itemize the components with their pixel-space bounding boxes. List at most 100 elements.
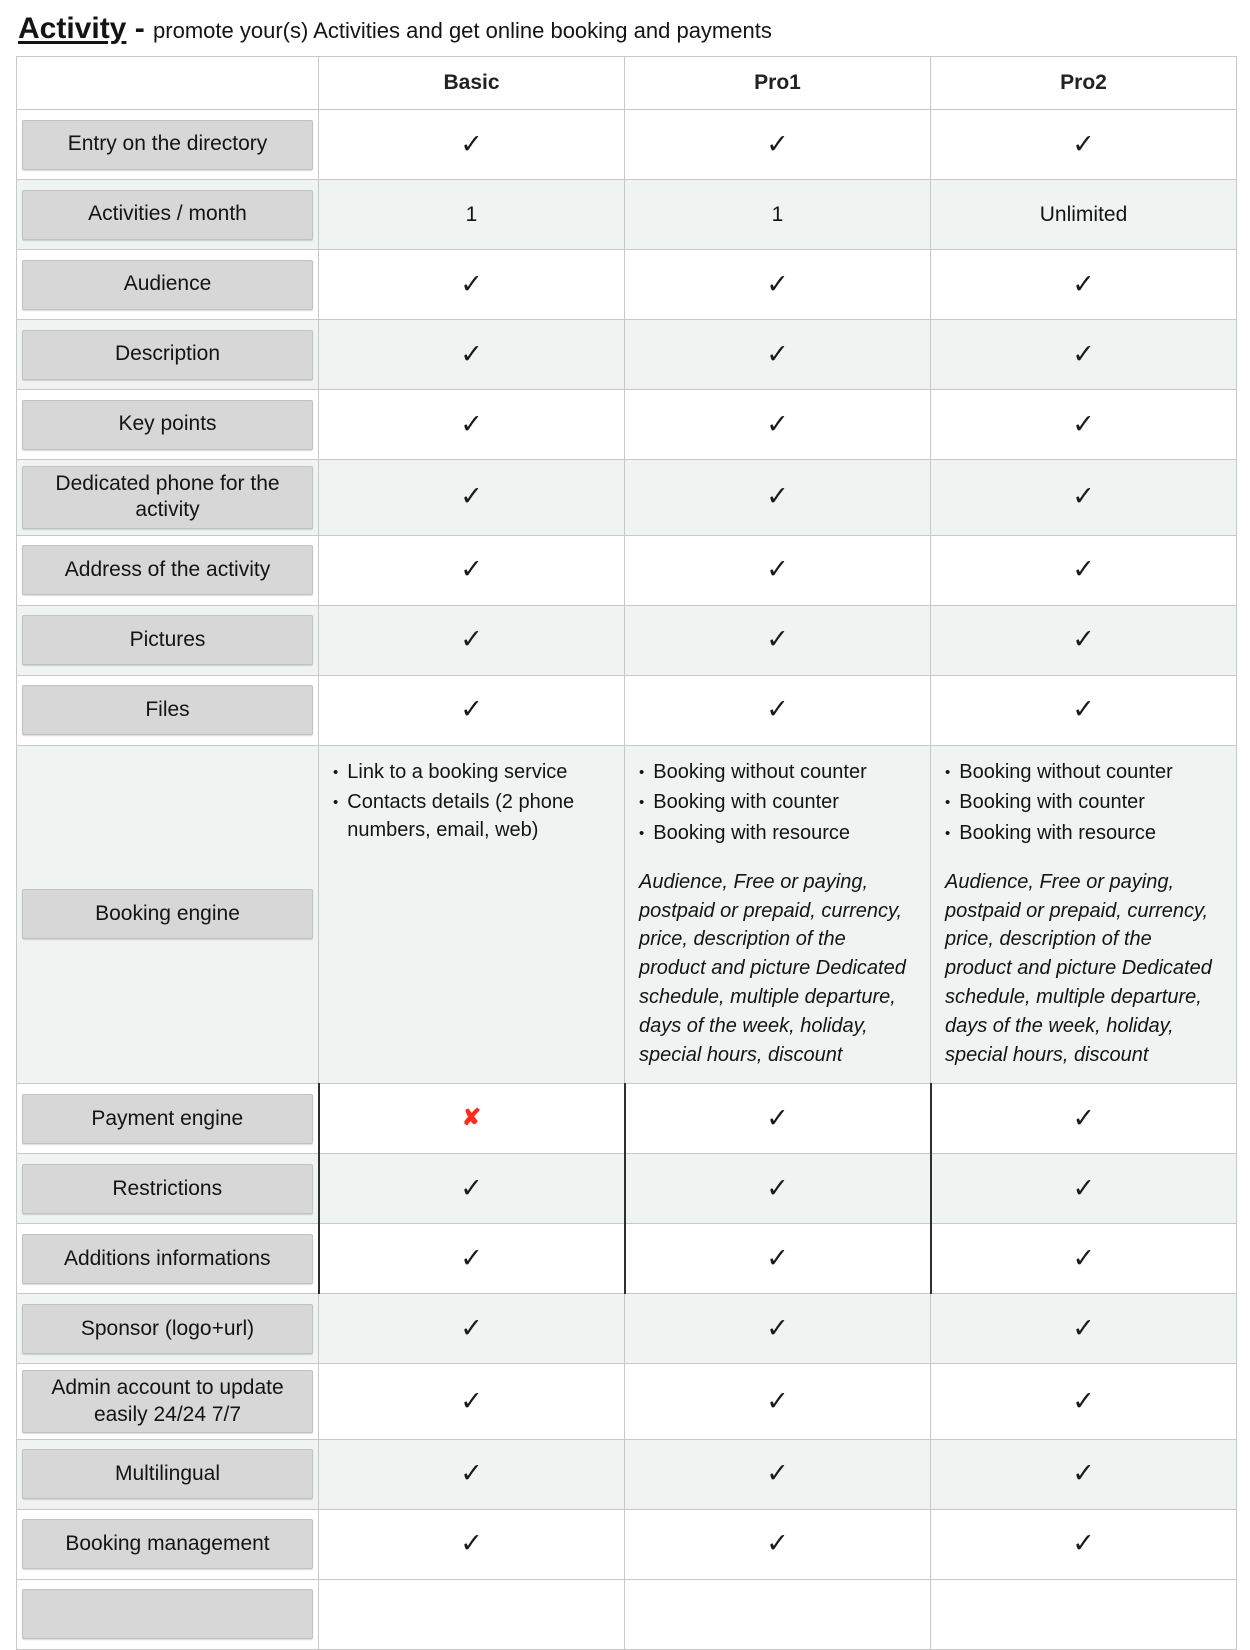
- check-icon: ✓: [766, 1102, 789, 1133]
- row-label-cell: Description: [16, 319, 319, 390]
- feature-value-cell: [930, 1578, 1237, 1650]
- feature-value-cell: ✓: [930, 1508, 1237, 1580]
- table-row: Sponsor (logo+url) ✓ ✓ ✓: [16, 1293, 1237, 1365]
- feature-value-cell: ✓: [318, 1293, 625, 1365]
- row-label-cell: Files: [16, 674, 319, 746]
- bullet-icon: •: [333, 763, 339, 781]
- row-label-cell: Key points: [16, 389, 319, 460]
- check-icon: ✓: [766, 554, 789, 584]
- title-separator: -: [126, 12, 154, 45]
- check-icon: ✓: [766, 1528, 789, 1559]
- row-label: [22, 1589, 313, 1640]
- feature-value-cell: ✓: [624, 249, 931, 320]
- check-icon: ✓: [460, 694, 483, 724]
- feature-value-cell: ✓: [624, 459, 931, 536]
- row-label-cell: Dedicated phone for the activity: [16, 459, 319, 536]
- feature-value-cell: ✓: [930, 249, 1237, 320]
- check-icon: ✓: [766, 694, 789, 724]
- feature-value-cell: Unlimited: [930, 179, 1237, 250]
- feature-value-cell: ✓: [623, 1083, 931, 1155]
- row-label-cell: Payment engine: [16, 1083, 319, 1155]
- bullet-item: • Booking with counter: [945, 789, 1224, 817]
- check-icon: ✓: [1072, 1385, 1095, 1416]
- bullet-icon: •: [639, 794, 645, 812]
- row-label-cell: Restrictions: [16, 1153, 319, 1225]
- check-icon: ✓: [1072, 481, 1095, 512]
- check-icon: ✓: [460, 268, 483, 299]
- check-icon: ✓: [460, 1528, 483, 1559]
- row-label: Dedicated phone for the activity: [22, 466, 313, 529]
- cell-text: Unlimited: [1039, 202, 1128, 226]
- bullet-icon: •: [639, 825, 645, 842]
- check-icon: ✓: [460, 128, 483, 159]
- check-icon: ✓: [460, 624, 483, 654]
- note-text: Audience, Free or paying, postpaid or pr…: [639, 870, 906, 1066]
- check-icon: ✓: [460, 408, 483, 439]
- cell-text: 1: [771, 202, 784, 226]
- row-label: Booking management: [22, 1519, 313, 1570]
- table-row: Description ✓ ✓ ✓: [16, 319, 1237, 390]
- bullet-text: Booking without counter: [959, 760, 1173, 783]
- row-label: Additions informations: [22, 1233, 313, 1284]
- feature-value-cell: ✓: [318, 1508, 625, 1580]
- row-label: Key points: [22, 399, 313, 450]
- row-label-cell: Multilingual: [16, 1438, 319, 1510]
- check-icon: ✓: [766, 1385, 789, 1416]
- check-icon: ✓: [1072, 1242, 1096, 1273]
- row-label-cell: Audience: [16, 249, 319, 320]
- feature-value-cell: ✓: [930, 1438, 1237, 1510]
- table-row: Pictures ✓ ✓ ✓: [16, 604, 1237, 676]
- row-label-cell: Sponsor (logo+url): [16, 1293, 319, 1365]
- check-icon: ✓: [460, 481, 483, 512]
- bullet-text: Booking without counter: [653, 760, 867, 783]
- check-icon: ✓: [766, 624, 789, 654]
- row-label: Payment engine: [22, 1093, 313, 1144]
- row-label: Description: [22, 329, 313, 380]
- check-icon: ✓: [766, 1242, 789, 1273]
- check-icon: ✓: [1072, 694, 1095, 724]
- cell-text: 1: [465, 202, 478, 226]
- bullet-item: • Booking without counter: [639, 759, 918, 787]
- bullet-icon: •: [945, 794, 951, 812]
- row-label-cell: Pictures: [16, 604, 319, 676]
- feature-value-cell: ✓: [930, 1363, 1237, 1440]
- check-icon: ✓: [1072, 1312, 1095, 1343]
- feature-value-cell: ✓: [930, 109, 1237, 180]
- bullet-text: Link to a booking service: [347, 760, 568, 783]
- row-label: Booking engine: [22, 889, 313, 940]
- table-row: Admin account to update easily 24/24 7/7…: [16, 1363, 1237, 1440]
- check-icon: ✓: [766, 338, 789, 369]
- table-row: Audience ✓ ✓ ✓: [16, 249, 1237, 320]
- table-row: Payment engine ✘ ✓ ✓: [16, 1083, 1237, 1155]
- check-icon: ✓: [1072, 1102, 1096, 1133]
- row-label: Restrictions: [22, 1163, 313, 1214]
- table-row: Dedicated phone for the activity ✓ ✓ ✓: [16, 459, 1237, 536]
- bullet-icon: •: [945, 763, 951, 781]
- table-row: Files ✓ ✓ ✓: [16, 674, 1237, 746]
- check-icon: ✓: [1072, 624, 1095, 654]
- feature-value-cell: ✓: [930, 389, 1237, 460]
- table-row: Restrictions ✓ ✓ ✓: [16, 1153, 1237, 1225]
- feature-value-cell: ✓: [930, 604, 1237, 676]
- feature-value-cell: ✓: [624, 1438, 931, 1510]
- row-label: Admin account to update easily 24/24 7/7: [22, 1370, 313, 1433]
- bullet-item: • Booking with resource: [639, 820, 918, 848]
- page-heading: Activity - promote your(s) Activities an…: [18, 12, 1236, 46]
- table-row: Activities / month 1 1 Unlimited: [16, 179, 1237, 250]
- check-icon: ✓: [766, 1312, 789, 1343]
- feature-value-cell: ✘: [317, 1083, 625, 1155]
- row-label: Entry on the directory: [22, 119, 313, 170]
- feature-value-cell: ✓: [317, 1153, 625, 1225]
- row-label-cell: Additions informations: [16, 1223, 319, 1295]
- row-label: Address of the activity: [22, 545, 313, 595]
- check-icon: ✓: [1072, 338, 1095, 369]
- feature-value-cell: ✓: [624, 389, 931, 460]
- row-label: Audience: [22, 259, 313, 310]
- feature-value-cell: ✓: [318, 319, 625, 390]
- feature-value-cell: ✓: [624, 604, 931, 676]
- bullet-icon: •: [945, 825, 951, 842]
- check-icon: ✓: [460, 1458, 483, 1489]
- feature-value-cell: ✓: [929, 1083, 1237, 1155]
- feature-value-cell: ✓: [624, 1508, 931, 1580]
- feature-value-cell: ✓: [624, 674, 931, 746]
